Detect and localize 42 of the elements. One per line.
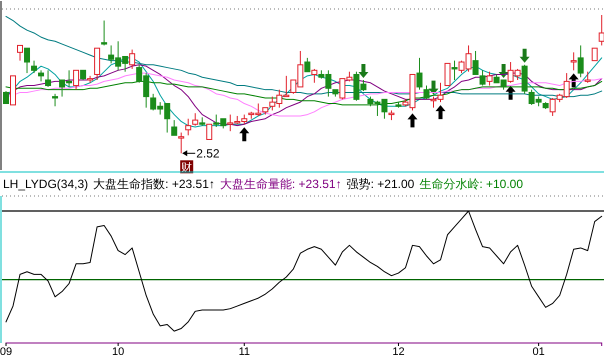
candlestick xyxy=(24,48,30,74)
x-tick-label: 10 xyxy=(112,346,124,355)
x-tick-label: 09 xyxy=(0,346,12,355)
candlestick xyxy=(31,60,38,74)
candlestick xyxy=(444,62,451,86)
candlestick xyxy=(592,48,598,62)
candlestick xyxy=(80,70,86,80)
candlestick xyxy=(73,70,80,90)
candlestick xyxy=(480,70,486,86)
candlestick xyxy=(486,71,493,86)
candlestick xyxy=(584,71,591,84)
candlestick xyxy=(388,110,394,121)
candlestick xyxy=(304,57,310,72)
candlestick xyxy=(311,68,318,84)
candlestick xyxy=(129,49,136,70)
x-tick-label: 11 xyxy=(238,346,250,355)
candlestick xyxy=(3,90,9,104)
candlestick xyxy=(101,20,108,46)
text: 大盘生命量能: +23.51↑ xyxy=(220,177,342,191)
candlestick xyxy=(206,124,212,140)
candlestick xyxy=(472,50,479,75)
candlestick xyxy=(578,44,584,78)
x-tick-label: 12 xyxy=(392,346,405,355)
candlestick xyxy=(45,70,52,88)
chart-title: LH_LYDG(34,3) xyxy=(3,177,88,191)
text: 大盘生命指数: +23.51↑ xyxy=(93,177,215,191)
candlestick xyxy=(17,44,24,62)
text: 生命分水岭: +10.00 xyxy=(419,177,524,191)
candlestick xyxy=(52,93,58,107)
candlestick xyxy=(171,120,178,136)
candlestick xyxy=(416,57,422,90)
candlestick xyxy=(192,112,198,126)
text: 强势: +21.00 xyxy=(346,177,415,191)
annotation: 2.52 xyxy=(196,146,220,160)
candlestick xyxy=(185,118,192,136)
candlestick xyxy=(598,14,604,46)
candlestick xyxy=(452,60,458,80)
candlestick xyxy=(423,85,430,100)
x-tick-label: 01 xyxy=(532,346,545,355)
candlestick xyxy=(570,52,577,71)
candlestick xyxy=(38,70,44,82)
candlestick xyxy=(178,132,184,154)
